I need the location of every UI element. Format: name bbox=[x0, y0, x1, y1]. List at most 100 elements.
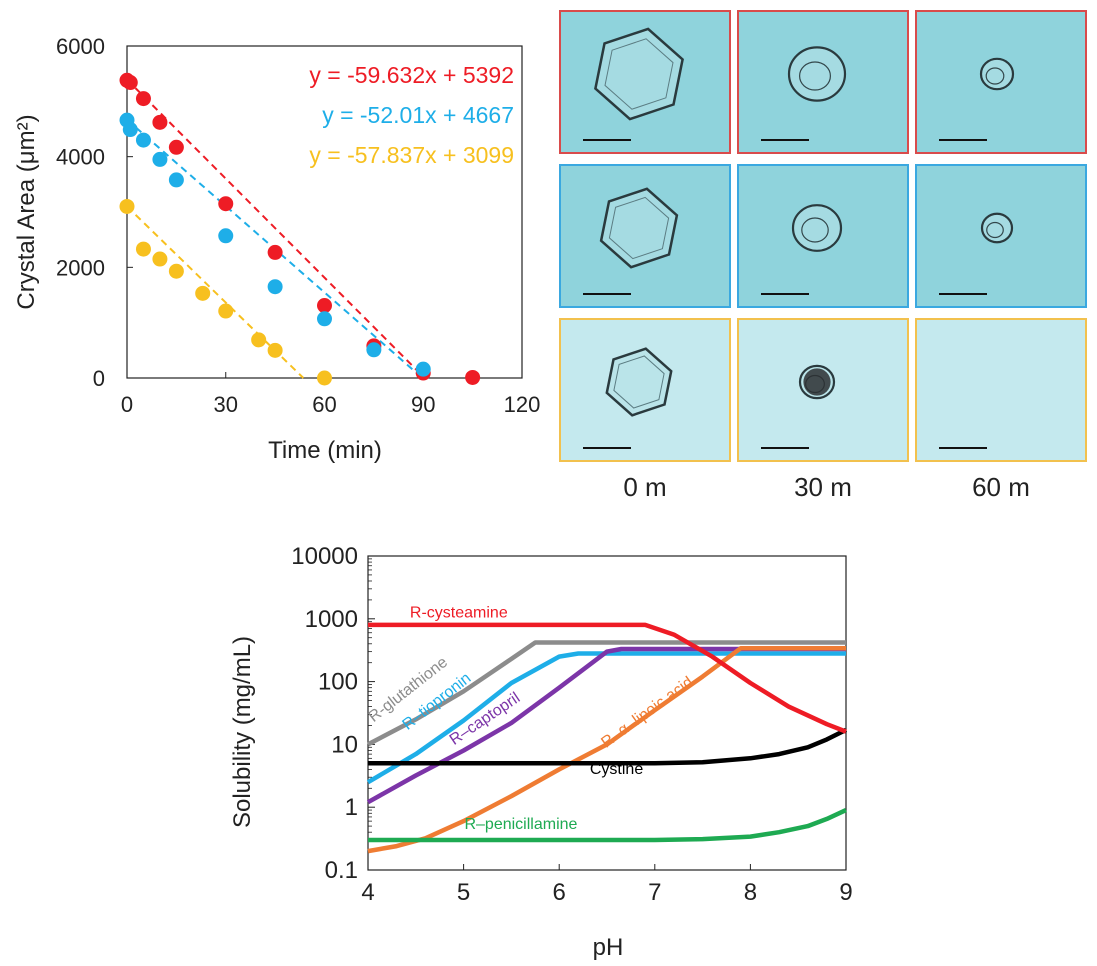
micrograph-cell bbox=[559, 318, 731, 462]
micrograph-cell bbox=[737, 318, 909, 462]
solubility-chart: 4 5 6 7 8 9 0.1 1 10 100 1000 10000 R-cysteamine R-g… bbox=[210, 530, 890, 961]
time-label-30: 30 m bbox=[794, 472, 852, 502]
crystal-shape bbox=[599, 187, 679, 269]
micrograph-image bbox=[583, 347, 673, 449]
data-point bbox=[152, 114, 168, 130]
data-point bbox=[168, 172, 184, 188]
x-tick-label: 6 bbox=[553, 879, 566, 906]
x-tick-label: 4 bbox=[361, 879, 374, 906]
x-tick-label: 120 bbox=[504, 392, 541, 417]
crystal-shape bbox=[791, 204, 843, 252]
x-tick-label: 0 bbox=[121, 392, 133, 417]
y-tick-label: 1000 bbox=[305, 606, 358, 633]
data-point bbox=[195, 285, 211, 301]
series-line bbox=[368, 727, 848, 766]
y-tick-label: 1 bbox=[345, 794, 358, 821]
micrograph-cell bbox=[559, 164, 731, 308]
data-point bbox=[122, 75, 138, 91]
series-label: Cystine bbox=[590, 761, 643, 778]
crystal-shape bbox=[594, 27, 684, 121]
plot-frame bbox=[367, 555, 847, 871]
x-tick-label: 8 bbox=[744, 879, 757, 906]
micrograph-cell bbox=[737, 164, 909, 308]
crystal-inner-edge bbox=[801, 217, 829, 243]
crystal-area-plot: 0 30 60 90 120 0 2000 4000 6000 y = -59.632x + 5… bbox=[13, 34, 541, 464]
data-point bbox=[267, 244, 283, 260]
micrograph-image bbox=[761, 46, 847, 141]
data-point bbox=[218, 196, 234, 212]
crystal-inner-edge bbox=[604, 38, 674, 110]
micrograph-cell bbox=[915, 164, 1087, 308]
data-point bbox=[218, 228, 234, 244]
data-point bbox=[317, 370, 332, 386]
data-point bbox=[152, 151, 168, 167]
crystal-core bbox=[803, 368, 831, 396]
crystal-shape bbox=[979, 57, 1015, 91]
data-point bbox=[267, 279, 283, 295]
x-axis-label: pH bbox=[593, 934, 624, 961]
micrograph-cell bbox=[915, 318, 1087, 462]
y-tick-label: 100 bbox=[318, 669, 358, 696]
crystal-area-chart: 0 30 60 90 120 0 2000 4000 6000 y = -59.632x + 5… bbox=[0, 0, 560, 480]
data-point bbox=[317, 298, 332, 314]
crystal-inner-edge bbox=[608, 196, 670, 260]
series-line bbox=[366, 651, 846, 785]
crystal-shape bbox=[787, 46, 847, 102]
time-label-60: 60 m bbox=[972, 472, 1030, 502]
trendline bbox=[126, 78, 426, 379]
micrograph-image bbox=[761, 204, 843, 295]
data-point bbox=[135, 241, 151, 257]
data-point bbox=[465, 369, 481, 385]
data-point bbox=[135, 91, 151, 107]
micrograph-image bbox=[761, 364, 836, 449]
x-tick-label: 7 bbox=[648, 879, 661, 906]
regression-equation: y = -59.632x + 5392 bbox=[309, 62, 514, 88]
series-line bbox=[366, 640, 846, 747]
data-point bbox=[168, 263, 184, 279]
y-tick-label: 10 bbox=[331, 731, 358, 758]
data-point bbox=[218, 303, 234, 319]
regression-equation: y = -52.01x + 4667 bbox=[322, 102, 514, 128]
data-point bbox=[122, 122, 138, 138]
time-label-0: 0 m bbox=[623, 472, 667, 502]
series-line bbox=[368, 808, 847, 843]
data-point bbox=[267, 342, 283, 358]
micrograph-image bbox=[583, 187, 679, 295]
x-tick-label: 60 bbox=[312, 392, 336, 417]
crystal-micrograph-panel: 0 m 30 m 60 m bbox=[555, 0, 1097, 520]
plot-frame bbox=[126, 45, 523, 379]
series-label: R-cysteamine bbox=[410, 604, 508, 621]
series-line bbox=[368, 622, 847, 734]
y-tick-label: 0.1 bbox=[325, 857, 358, 884]
x-tick-label: 30 bbox=[214, 392, 238, 417]
series-label: R–α–lipoic acid bbox=[598, 674, 696, 752]
y-axis-label: Solubility (mg/mL) bbox=[229, 636, 256, 828]
micrograph-cell bbox=[915, 10, 1087, 154]
data-point bbox=[119, 198, 135, 214]
y-tick-label: 6000 bbox=[56, 34, 105, 59]
data-point bbox=[168, 139, 184, 155]
crystal-inner-edge bbox=[798, 61, 831, 91]
crystal-shape bbox=[605, 347, 673, 417]
micrograph-image bbox=[939, 447, 987, 449]
data-point bbox=[152, 251, 168, 267]
data-point bbox=[251, 332, 267, 348]
y-axis-label: Crystal Area (μm²) bbox=[13, 114, 40, 309]
data-point bbox=[415, 361, 431, 377]
data-point bbox=[317, 311, 332, 327]
micrograph-cell bbox=[559, 10, 731, 154]
data-point bbox=[366, 342, 382, 358]
micrograph-image bbox=[939, 57, 1015, 141]
micrograph-image bbox=[939, 212, 1014, 295]
y-tick-label: 2000 bbox=[56, 255, 105, 280]
x-tick-label: 5 bbox=[457, 879, 470, 906]
data-point bbox=[135, 132, 151, 148]
micrograph-grid bbox=[559, 10, 1087, 462]
series-label: R–penicillamine bbox=[464, 816, 577, 833]
y-tick-label: 0 bbox=[93, 366, 105, 391]
x-axis-label: Time (min) bbox=[268, 437, 382, 464]
regression-equation: y = -57.837x + 3099 bbox=[309, 142, 514, 168]
crystal-inner-edge bbox=[986, 221, 1004, 239]
x-tick-label: 90 bbox=[411, 392, 435, 417]
